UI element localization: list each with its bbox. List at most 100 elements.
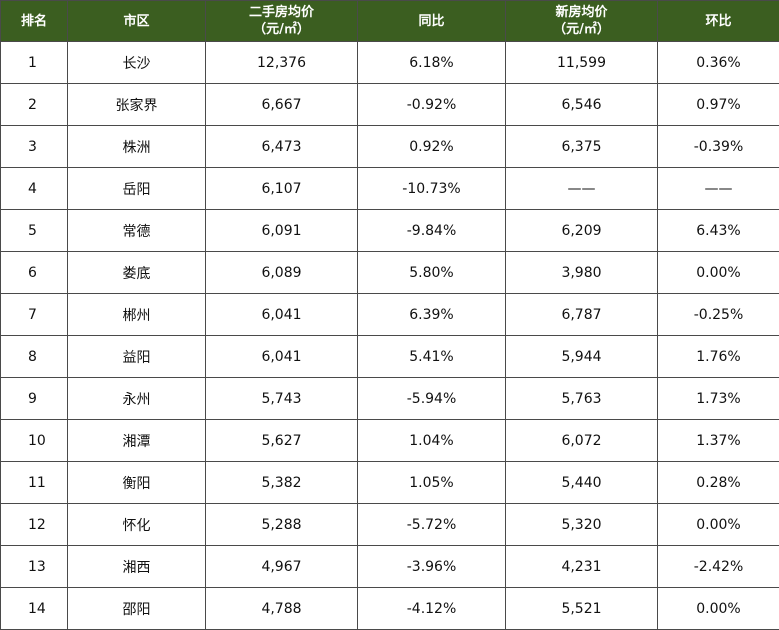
used-price-cell: 6,107 — [206, 168, 358, 210]
new-mom-cell: 0.00% — [658, 588, 779, 630]
rank-cell: 6 — [1, 252, 68, 294]
used-price-cell: 4,788 — [206, 588, 358, 630]
used-yoy-cell: 6.18% — [358, 42, 506, 84]
city-cell: 湘西 — [68, 546, 206, 588]
new-mom-cell: 6.43% — [658, 210, 779, 252]
header-new-price-unit: （元/㎡） — [506, 21, 657, 38]
new-mom-cell: 0.36% — [658, 42, 779, 84]
new-mom-cell: 0.28% — [658, 462, 779, 504]
header-used-price-unit: （元/㎡） — [206, 21, 357, 38]
new-mom-cell: -0.25% — [658, 294, 779, 336]
used-yoy-cell: -9.84% — [358, 210, 506, 252]
new-price-cell: 5,521 — [506, 588, 658, 630]
header-new-price: 新房均价 （元/㎡） — [506, 1, 658, 42]
city-cell: 邵阳 — [68, 588, 206, 630]
city-cell: 永州 — [68, 378, 206, 420]
table-header: 排名 市区 二手房均价 （元/㎡） 同比 新房均价 （元/㎡） 环比 — [1, 1, 779, 42]
used-yoy-cell: 1.04% — [358, 420, 506, 462]
new-price-cell: 6,375 — [506, 126, 658, 168]
header-new-price-title: 新房均价 — [506, 4, 657, 21]
used-price-cell: 5,627 — [206, 420, 358, 462]
used-price-cell: 6,473 — [206, 126, 358, 168]
header-new-mom: 环比 — [658, 1, 779, 42]
used-yoy-cell: -0.92% — [358, 84, 506, 126]
city-cell: 岳阳 — [68, 168, 206, 210]
rank-cell: 1 — [1, 42, 68, 84]
new-price-cell: 5,440 — [506, 462, 658, 504]
used-yoy-cell: -3.96% — [358, 546, 506, 588]
city-cell: 株洲 — [68, 126, 206, 168]
rank-cell: 8 — [1, 336, 68, 378]
new-price-cell: 5,944 — [506, 336, 658, 378]
new-mom-cell: 1.73% — [658, 378, 779, 420]
rank-cell: 3 — [1, 126, 68, 168]
city-cell: 衡阳 — [68, 462, 206, 504]
new-mom-cell: -2.42% — [658, 546, 779, 588]
new-price-cell: 11,599 — [506, 42, 658, 84]
new-mom-cell: —— — [658, 168, 779, 210]
new-mom-cell: 1.37% — [658, 420, 779, 462]
city-cell: 长沙 — [68, 42, 206, 84]
new-price-cell: 5,320 — [506, 504, 658, 546]
header-used-price: 二手房均价 （元/㎡） — [206, 1, 358, 42]
city-cell: 常德 — [68, 210, 206, 252]
header-rank: 排名 — [1, 1, 68, 42]
used-price-cell: 6,041 — [206, 336, 358, 378]
used-yoy-cell: -4.12% — [358, 588, 506, 630]
header-used-yoy: 同比 — [358, 1, 506, 42]
new-price-cell: 6,209 — [506, 210, 658, 252]
used-price-cell: 6,667 — [206, 84, 358, 126]
rank-cell: 5 — [1, 210, 68, 252]
new-price-cell: 6,072 — [506, 420, 658, 462]
city-cell: 湘潭 — [68, 420, 206, 462]
rank-cell: 4 — [1, 168, 68, 210]
used-yoy-cell: -10.73% — [358, 168, 506, 210]
city-cell: 娄底 — [68, 252, 206, 294]
used-yoy-cell: 0.92% — [358, 126, 506, 168]
new-mom-cell: 0.00% — [658, 252, 779, 294]
city-cell: 益阳 — [68, 336, 206, 378]
used-price-cell: 6,091 — [206, 210, 358, 252]
new-price-cell: 5,763 — [506, 378, 658, 420]
rank-cell: 12 — [1, 504, 68, 546]
used-price-cell: 5,382 — [206, 462, 358, 504]
rank-cell: 10 — [1, 420, 68, 462]
new-price-cell: 6,546 — [506, 84, 658, 126]
new-mom-cell: -0.39% — [658, 126, 779, 168]
header-city: 市区 — [68, 1, 206, 42]
used-price-cell: 5,288 — [206, 504, 358, 546]
new-price-cell: 3,980 — [506, 252, 658, 294]
rank-cell: 9 — [1, 378, 68, 420]
city-cell: 怀化 — [68, 504, 206, 546]
rank-cell: 11 — [1, 462, 68, 504]
used-price-cell: 4,967 — [206, 546, 358, 588]
new-price-cell: 4,231 — [506, 546, 658, 588]
new-price-cell: —— — [506, 168, 658, 210]
rank-cell: 14 — [1, 588, 68, 630]
used-yoy-cell: -5.72% — [358, 504, 506, 546]
used-price-cell: 6,089 — [206, 252, 358, 294]
used-yoy-cell: 1.05% — [358, 462, 506, 504]
rank-cell: 7 — [1, 294, 68, 336]
header-row: 排名 市区 二手房均价 （元/㎡） 同比 新房均价 （元/㎡） 环比 — [1, 1, 779, 42]
rank-cell: 13 — [1, 546, 68, 588]
used-price-cell: 12,376 — [206, 42, 358, 84]
header-used-price-title: 二手房均价 — [206, 4, 357, 21]
new-mom-cell: 1.76% — [658, 336, 779, 378]
city-cell: 张家界 — [68, 84, 206, 126]
new-mom-cell: 0.97% — [658, 84, 779, 126]
used-yoy-cell: 6.39% — [358, 294, 506, 336]
used-price-cell: 5,743 — [206, 378, 358, 420]
